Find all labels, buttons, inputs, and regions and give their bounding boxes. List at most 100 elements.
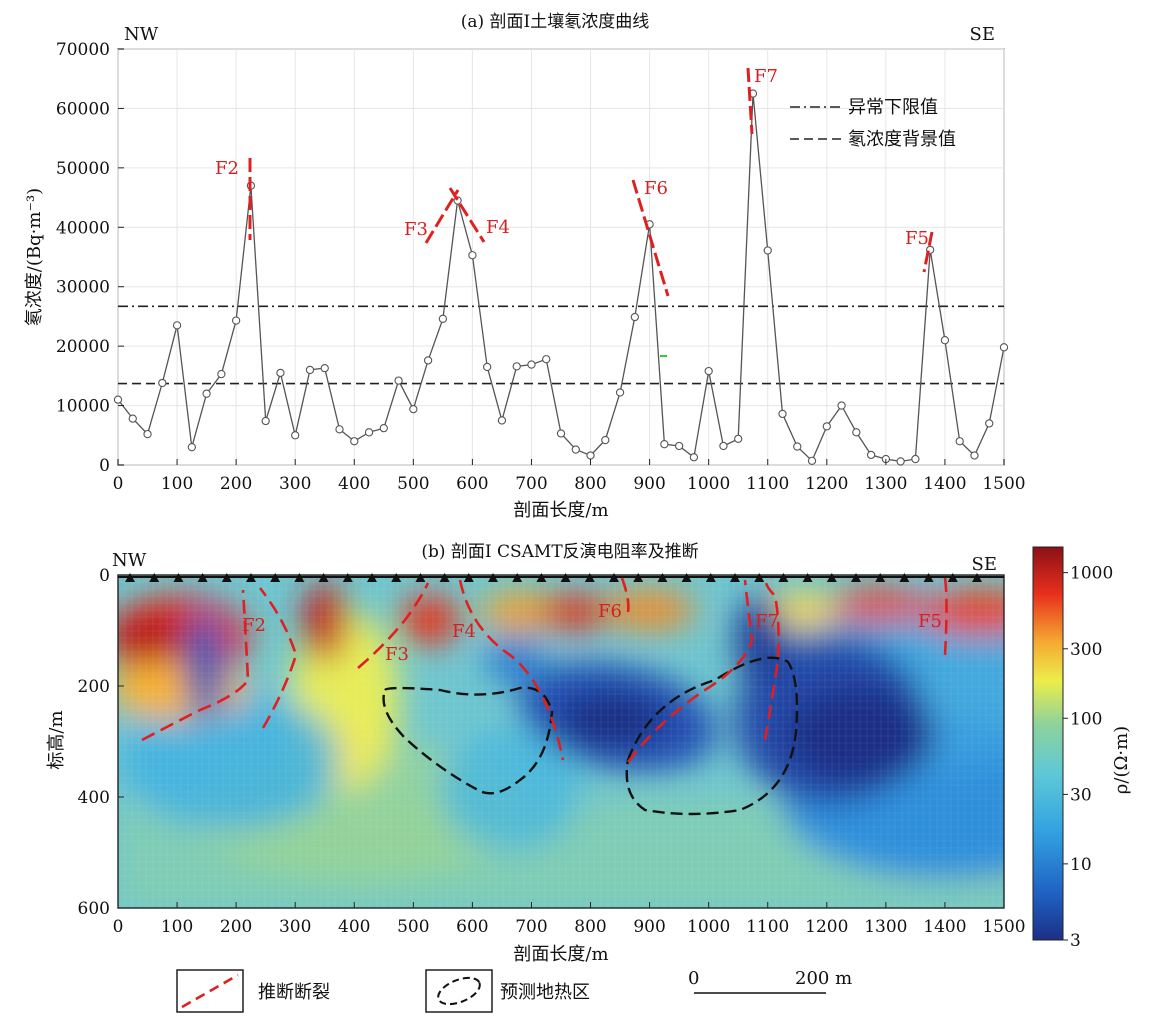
plot-b-y-ticks: 0 200 400 600 [78,566,124,919]
scale-start-label: 0 [688,968,699,989]
x-tick-label: 1400 [923,917,966,937]
station-marker [125,573,135,582]
radon-point [143,429,152,439]
scale-end-label: 200 m [795,968,852,989]
station-marker [318,573,329,582]
plot-a-x-ticks: 0 100 200 300 400 500 600 700 800 900 1000 1100 1200… [113,459,1026,494]
radon-point [527,360,536,369]
radon-point [571,445,580,454]
x-tick-label: 1300 [864,474,907,494]
radon-point [261,416,270,426]
x-tick-label: 100 [161,917,193,937]
radon-point [940,336,950,345]
x-tick-label: 500 [397,474,429,494]
x-tick-label: 1500 [982,917,1025,937]
radon-point [852,428,861,437]
radon-point [468,251,477,260]
x-tick-label: 400 [338,917,370,937]
colorbar-tick-label: 30 [1070,785,1092,805]
fault-label-b-f7: F7 [755,611,779,632]
radon-point [999,343,1009,352]
legend-background-label: 氡浓度背景值 [848,129,956,150]
x-tick-label: 300 [279,474,311,494]
fault-label-a-f3: F3 [404,219,428,240]
radon-point [187,443,196,452]
colorbar-tick-label: 10 [1070,855,1092,875]
station-marker [609,573,619,582]
station-marker [947,573,958,582]
radon-point [305,365,315,375]
radon-point [409,404,418,414]
radon-point [542,355,551,364]
legend-zone-label: 预测地热区 [500,982,590,1003]
radon-point [601,435,610,445]
fault-label-a-f6: F6 [644,178,668,199]
plot-a-xlabel: 剖面长度/m [513,500,608,521]
legend-zone-symbol [437,976,481,1006]
radon-point [364,428,374,437]
radon-point [586,451,595,460]
colorbar-tick-label: 1000 [1070,564,1113,584]
y-tick-label: 20000 [56,337,110,357]
station-marker [149,573,160,582]
radon-point [483,362,492,372]
x-tick-label: 600 [456,917,488,937]
x-tick-label: 500 [397,917,429,937]
colorbar-tick-label: 100 [1070,709,1102,729]
fault-label-b-f3: F3 [385,644,409,665]
station-marker [488,573,498,582]
radon-point [291,431,300,440]
station-marker [512,573,523,582]
x-tick-label: 0 [113,474,124,494]
fault-label-a-f4: F4 [486,217,510,238]
station-marker [633,573,644,582]
inferred-faults [141,576,948,763]
x-tick-label: 900 [633,474,665,494]
x-tick-label: 1300 [864,917,907,937]
legend-fault-label: 推断断裂 [258,982,330,1003]
station-marker [657,573,668,582]
y-tick-label: 0 [99,456,110,476]
station-marker [584,573,595,582]
plot-b-xlabel: 剖面长度/m [513,944,608,965]
station-marker [536,573,547,582]
radon-point [866,450,876,460]
radon-point [497,416,507,425]
fault-label-b-f4: F4 [452,621,476,642]
x-tick-label: 1100 [746,917,789,937]
radon-point [556,429,566,438]
y-tick-label: 30000 [56,278,110,298]
radon-point [955,437,964,446]
radon-point [423,356,433,365]
y-tick-label: 60000 [56,99,110,119]
radon-point [689,453,699,462]
plot-a-se-label: SE [970,24,995,45]
radon-point [615,388,625,397]
plot-a-title: (a) 剖面I土壤氡浓度曲线 [461,11,650,32]
radon-point [217,369,226,379]
radon-point [113,395,123,404]
x-tick-label: 100 [161,474,193,494]
radon-point [778,409,787,419]
plot-a-frame [117,48,1005,466]
station-marker [778,573,789,582]
fault-label-a-f2: F2 [215,158,239,179]
radon-point [793,442,802,451]
radon-point [734,434,743,444]
colorbar-tick-label: 3 [1070,931,1081,951]
y-tick-label: 200 [78,677,110,697]
fault-label-b-f6: F6 [598,601,622,622]
x-tick-label: 600 [456,474,488,494]
x-tick-label: 700 [515,917,547,937]
station-marker [367,573,377,582]
plot-b-x-ticks: 0 100 200 300 400 500 600 700 800 900 1000 1100 1200… [113,902,1026,937]
radon-point [231,316,241,325]
radon-point [763,246,772,255]
radon-point [896,457,905,466]
y-tick-label: 600 [78,899,110,919]
fault-label-a-f5: F5 [905,228,929,249]
x-tick-label: 1200 [805,474,848,494]
station-marker [875,573,886,582]
y-tick-label: 10000 [56,397,110,417]
